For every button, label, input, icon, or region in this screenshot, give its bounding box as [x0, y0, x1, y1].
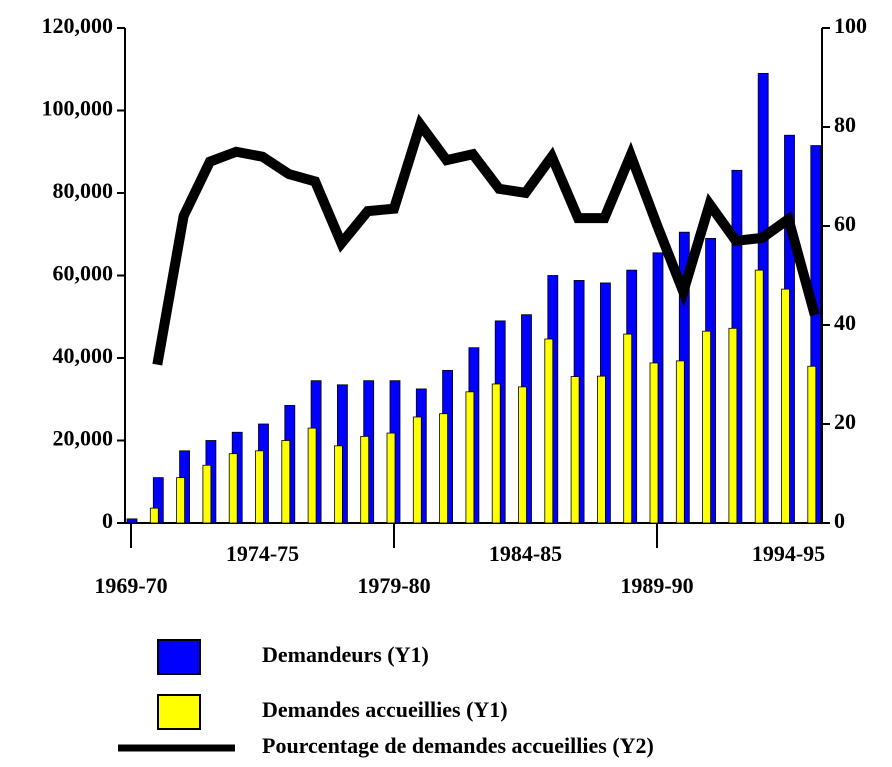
bar [439, 413, 449, 524]
bar [702, 330, 711, 524]
x-tick-label: 1984-85 [489, 541, 562, 566]
bar [176, 477, 186, 524]
line [152, 113, 820, 366]
bar [754, 269, 764, 524]
bar [807, 365, 817, 524]
bar [360, 435, 370, 524]
y-tick-label: 40,000 [53, 343, 114, 368]
y-tick-label: 0 [102, 508, 113, 533]
bar [465, 391, 475, 524]
bar [544, 338, 554, 524]
y-tick-label: 120,000 [42, 13, 114, 38]
bar [255, 450, 264, 524]
bar [649, 362, 659, 524]
bar [728, 327, 738, 524]
x-tick-label: 1969-70 [94, 573, 167, 598]
bar [126, 518, 138, 524]
x-tick-label: 1994-95 [752, 541, 825, 566]
bar [202, 464, 212, 524]
bar [781, 288, 790, 524]
x-tick-label: 1974-75 [226, 541, 299, 566]
y2-tick-label: 80 [834, 112, 856, 137]
bar [491, 383, 501, 524]
legend-label: Demandes accueillies (Y1) [262, 697, 508, 722]
legend-label: Pourcentage de demandes accueillies (Y2) [262, 733, 654, 758]
bar [597, 375, 606, 524]
x-tick-label: 1989-90 [620, 573, 693, 598]
bar [675, 360, 685, 524]
x-tick-label: 1979-80 [357, 573, 430, 598]
legend-swatch [157, 639, 201, 675]
y-tick-label: 60,000 [53, 261, 114, 286]
y-tick-label: 100,000 [42, 96, 114, 121]
y2-tick-label: 40 [834, 310, 856, 335]
legend-label: Demandeurs (Y1) [262, 642, 429, 667]
y-tick-label: 80,000 [53, 178, 114, 203]
y2-tick-label: 100 [834, 13, 867, 38]
bar [307, 427, 317, 524]
y2-tick-label: 60 [834, 211, 856, 236]
bar [570, 376, 580, 524]
bar [281, 440, 291, 524]
bar [333, 445, 343, 524]
bar [149, 507, 159, 524]
y2-tick-label: 0 [834, 508, 845, 533]
y-tick-label: 20,000 [53, 426, 114, 451]
bar [412, 416, 422, 524]
y2-tick-label: 20 [834, 409, 856, 434]
bar [518, 386, 527, 524]
legend-swatch [157, 694, 201, 730]
bar [228, 453, 238, 524]
bar [386, 432, 396, 524]
bar [623, 333, 633, 524]
